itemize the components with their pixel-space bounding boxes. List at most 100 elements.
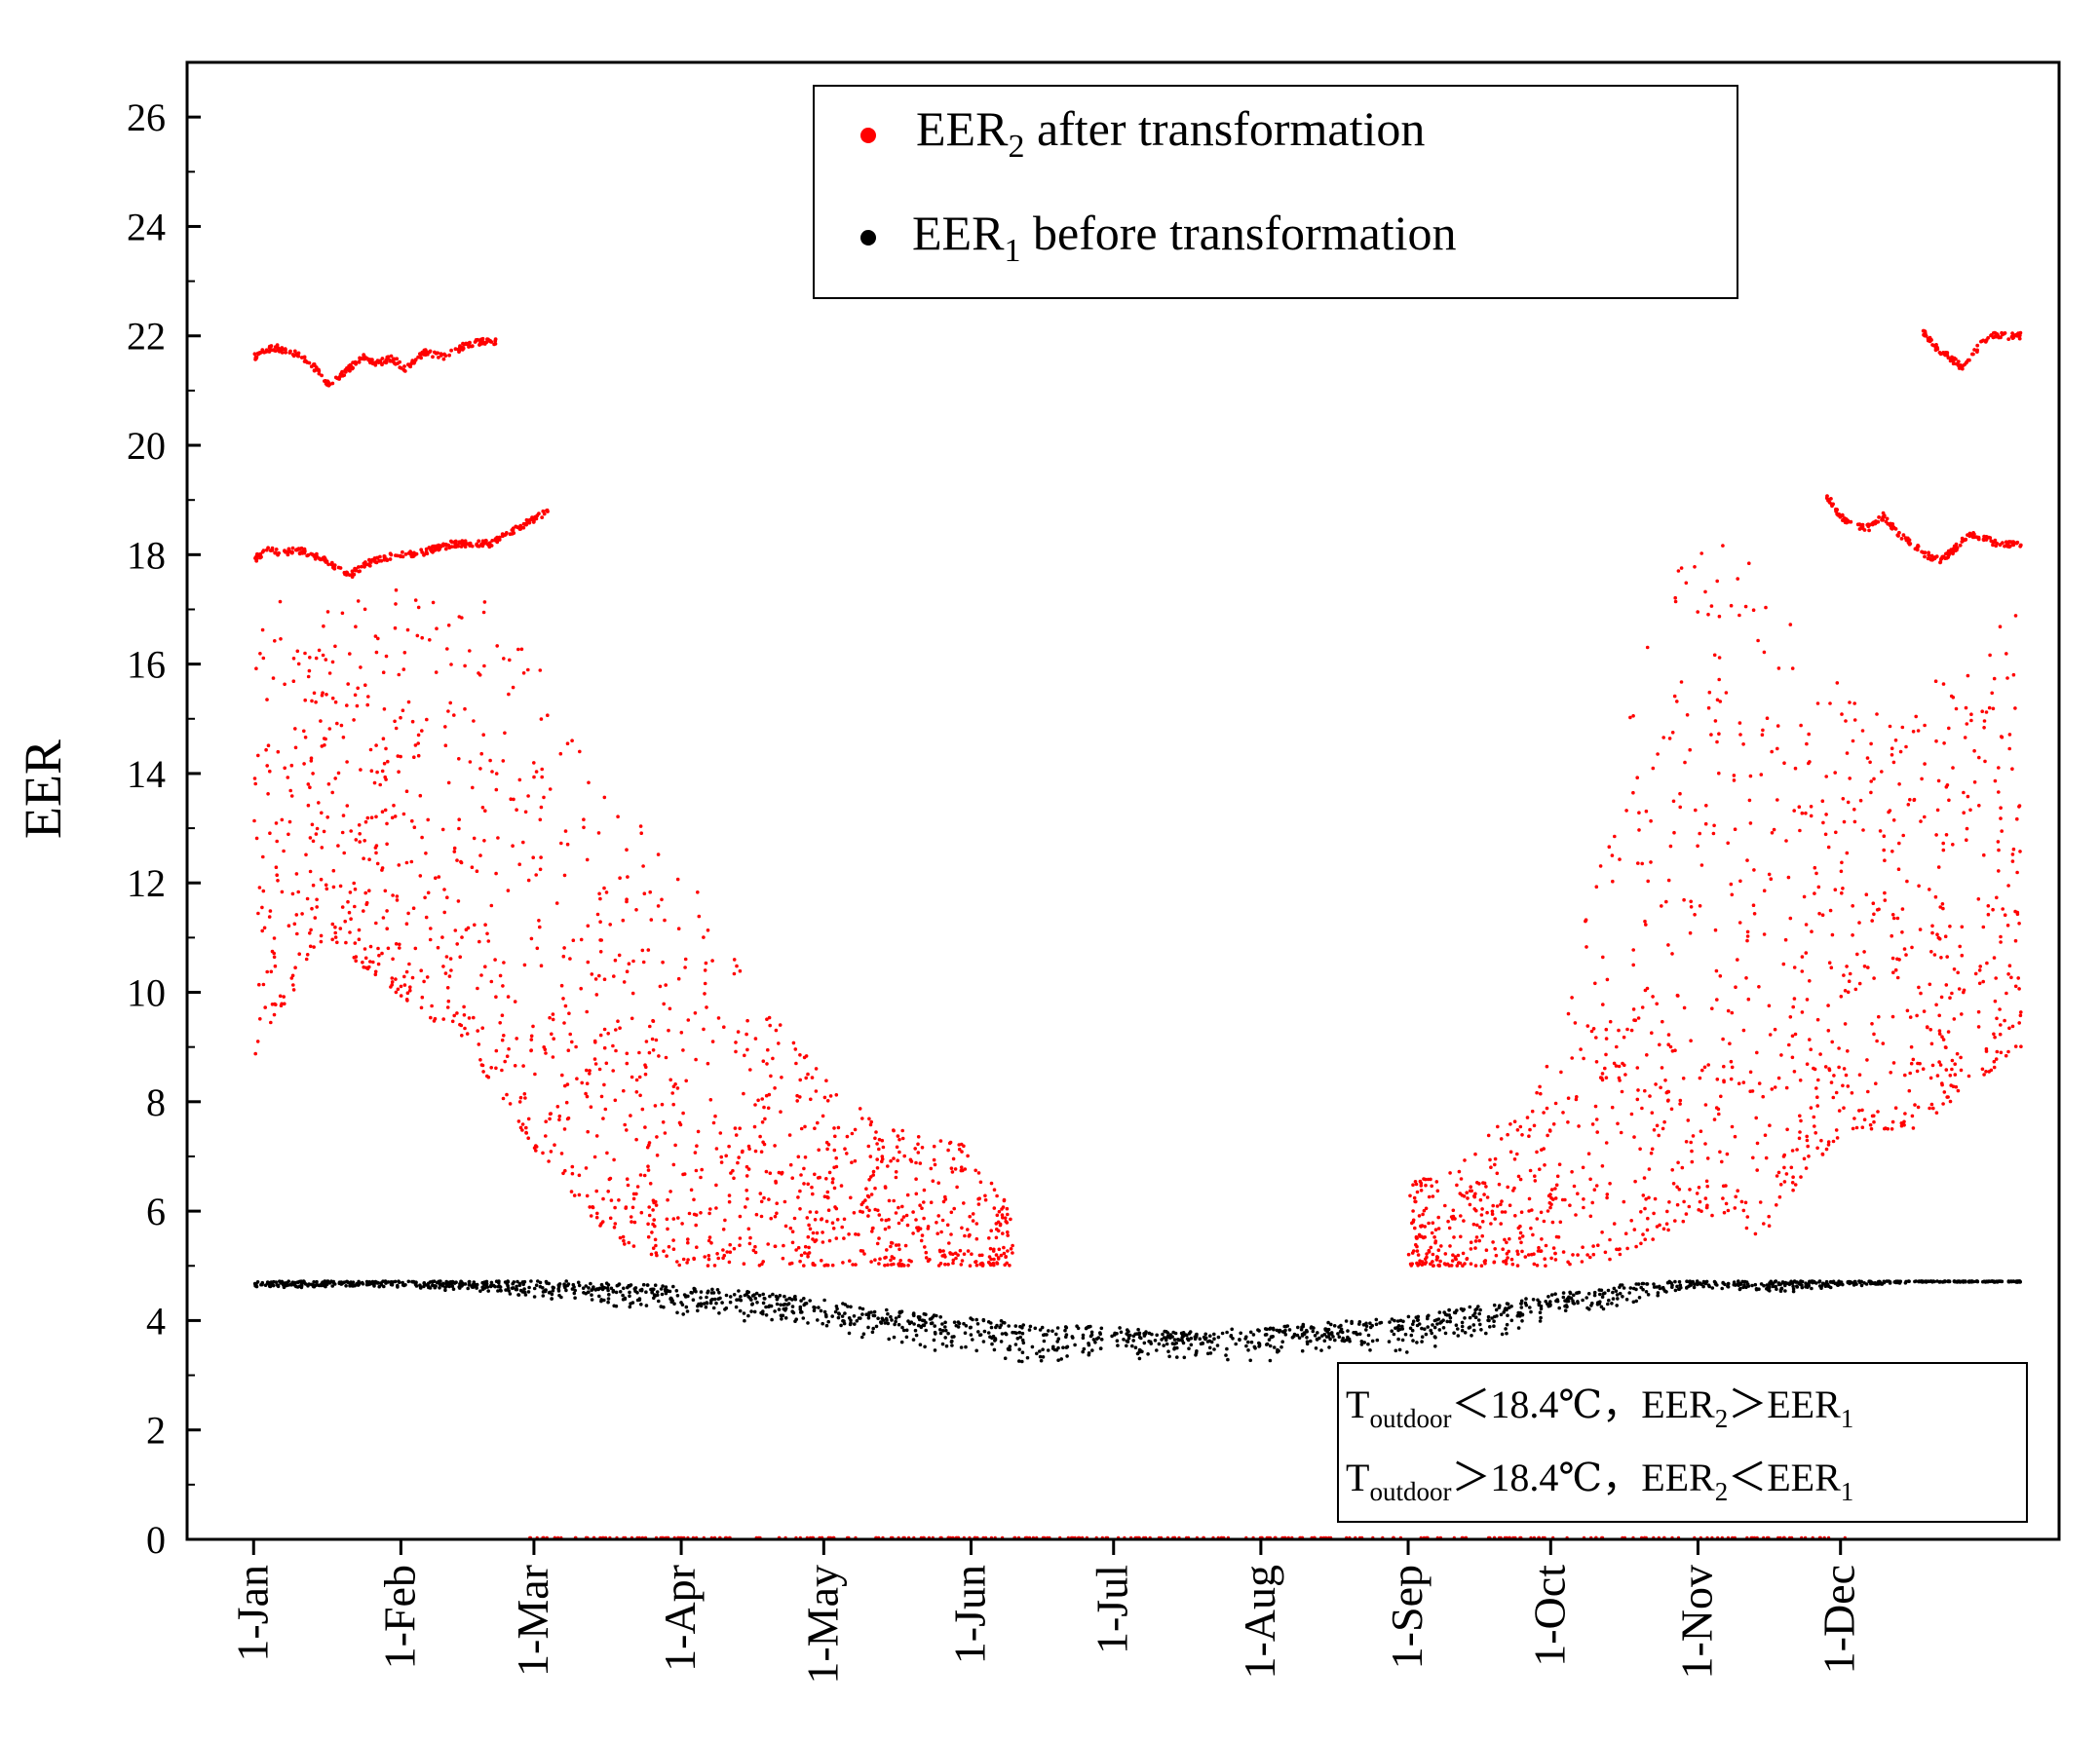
data-point: [1890, 753, 1894, 757]
data-point: [803, 1155, 808, 1159]
data-point: [444, 955, 449, 959]
data-point: [1660, 1066, 1664, 1070]
data-point: [559, 1152, 564, 1155]
data-point: [1477, 1182, 1481, 1186]
data-point: [267, 915, 272, 919]
data-point: [1750, 1089, 1755, 1093]
data-point: [981, 1340, 986, 1344]
data-point: [527, 520, 532, 525]
data-point: [1622, 1286, 1626, 1290]
data-point: [336, 771, 341, 776]
data-point: [441, 965, 445, 968]
data-point: [1984, 710, 1989, 714]
data-point: [869, 1175, 873, 1179]
data-point: [737, 1155, 741, 1159]
data-point: [1639, 1241, 1643, 1246]
data-point: [388, 551, 393, 556]
data-point: [630, 1220, 633, 1224]
data-point: [878, 1257, 882, 1261]
data-point: [676, 927, 681, 930]
data-point: [1998, 1032, 2003, 1037]
data-point: [1876, 519, 1881, 524]
data-point: [1872, 1119, 1876, 1124]
data-point: [1424, 1183, 1428, 1188]
data-point: [1455, 1264, 1460, 1268]
data-point: [778, 1023, 783, 1027]
data-point: [1392, 1332, 1396, 1337]
data-point: [1478, 1322, 1482, 1327]
data-point: [452, 1013, 457, 1018]
data-point: [443, 547, 448, 551]
data-point: [798, 1078, 802, 1082]
data-point: [1978, 965, 1982, 968]
data-point: [424, 915, 429, 920]
data-point: [540, 775, 544, 779]
data-point: [1995, 541, 1999, 546]
data-point: [1718, 700, 1723, 703]
data-point: [1135, 1351, 1140, 1356]
data-point: [378, 554, 382, 559]
data-point: [265, 969, 270, 974]
data-point: [331, 868, 336, 873]
data-point: [1430, 1184, 1433, 1189]
data-point: [478, 1058, 482, 1062]
data-point: [1917, 884, 1921, 889]
data-point: [1762, 889, 1767, 892]
data-point: [1937, 1029, 1942, 1033]
data-point: [550, 1032, 554, 1037]
data-point: [1670, 731, 1675, 735]
data-point: [1009, 1217, 1012, 1222]
data-point: [665, 1288, 669, 1293]
data-point: [1761, 1094, 1765, 1099]
data-point: [1798, 1079, 1803, 1082]
data-point: [1799, 1118, 1803, 1123]
data-point: [325, 610, 330, 614]
data-point: [1717, 656, 1722, 660]
data-point: [822, 1095, 827, 1100]
data-point: [1499, 1222, 1503, 1226]
data-point: [897, 1314, 901, 1318]
data-point: [1999, 934, 2003, 939]
data-point: [1908, 1071, 1912, 1076]
data-point: [1643, 1088, 1647, 1093]
data-point: [768, 1171, 773, 1175]
data-point: [440, 935, 444, 939]
data-point: [516, 1293, 520, 1297]
data-point: [1415, 1249, 1420, 1253]
data-point: [899, 1340, 904, 1344]
data-point: [548, 787, 553, 791]
data-point: [2007, 733, 2012, 737]
data-point: [1900, 930, 1904, 934]
data-point: [1802, 1156, 1807, 1161]
data-point: [472, 1015, 476, 1020]
data-point: [1758, 1200, 1763, 1204]
data-point: [2005, 991, 2008, 996]
data-point: [1841, 1083, 1845, 1088]
data-point: [907, 1321, 912, 1326]
data-point: [764, 1313, 769, 1317]
data-point: [813, 1172, 817, 1177]
data-point: [1146, 1352, 1150, 1356]
data-point: [2000, 330, 2005, 335]
data-point: [1770, 831, 1775, 835]
data-point: [1081, 1333, 1086, 1338]
data-point: [1693, 565, 1697, 569]
data-point: [354, 838, 359, 842]
data-point: [1940, 1081, 1944, 1085]
data-point: [602, 1082, 606, 1087]
data-point: [314, 656, 319, 661]
data-point: [1650, 1111, 1655, 1115]
data-point: [532, 775, 536, 779]
data-point: [1805, 1062, 1810, 1066]
data-point: [1955, 546, 1960, 550]
data-point: [333, 925, 337, 929]
data-point: [337, 374, 342, 379]
data-point: [1001, 1231, 1005, 1235]
data-point: [943, 1255, 947, 1259]
data-point: [1087, 1343, 1091, 1347]
data-point: [389, 354, 394, 359]
data-point: [653, 1104, 658, 1108]
data-point: [1002, 1198, 1007, 1203]
data-point: [1890, 1127, 1894, 1131]
data-point: [1814, 1131, 1817, 1135]
